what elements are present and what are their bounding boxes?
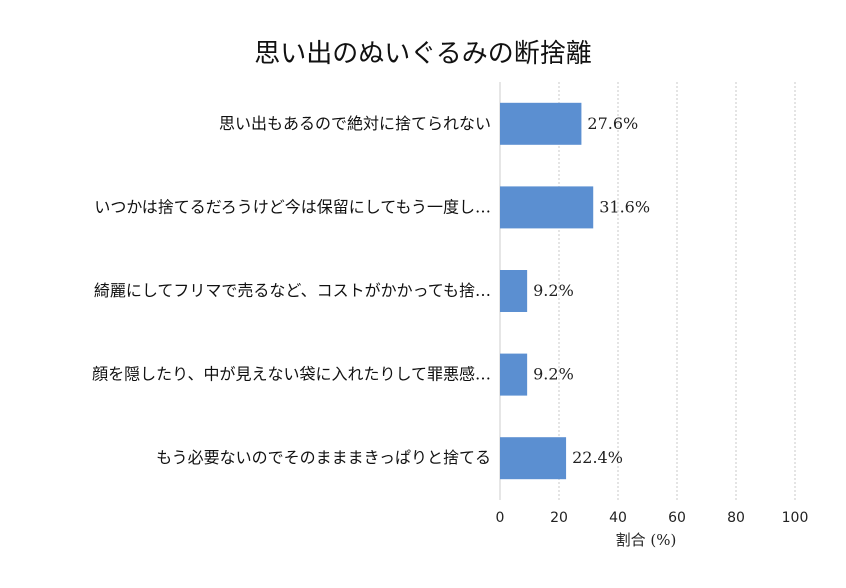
x-axis-ticks: 0 20 40 60 80 100 xyxy=(496,510,809,526)
value-label: 9.2% xyxy=(533,281,574,300)
category-label: 綺麗にしてフリマで売るなど、コストがかかっても捨… xyxy=(94,281,491,300)
bar xyxy=(500,102,582,145)
x-tick-label: 60 xyxy=(668,510,686,526)
x-tick-label: 40 xyxy=(609,510,627,526)
category-label: もう必要ないのでそのまままきっぱりと捨てる xyxy=(156,448,491,467)
x-axis-label: 割合 (%) xyxy=(616,531,677,549)
x-tick-label: 0 xyxy=(496,510,505,526)
x-tick-label: 80 xyxy=(727,510,745,526)
chart-title: 思い出のぬいぐるみの断捨離 xyxy=(254,39,591,69)
x-tick-label: 100 xyxy=(782,510,809,526)
x-tick-label: 20 xyxy=(550,510,568,526)
category-label: 顔を隠したり、中が見えない袋に入れたりして罪悪感… xyxy=(92,365,491,384)
bars xyxy=(500,102,594,480)
value-label: 27.6% xyxy=(587,114,638,133)
category-label: いつかは捨てるだろうけど今は保留にしてもう一度し… xyxy=(94,197,491,216)
category-label: 思い出もあるので絶対に捨てられない xyxy=(219,114,491,133)
value-label: 31.6% xyxy=(599,197,650,216)
category-labels: 思い出もあるので絶対に捨てられないいつかは捨てるだろうけど今は保留にしてもう一度… xyxy=(92,114,491,467)
bar xyxy=(500,186,594,229)
bar xyxy=(500,437,567,480)
bar xyxy=(500,270,528,312)
value-label: 9.2% xyxy=(533,365,574,384)
value-label: 22.4% xyxy=(572,448,623,467)
value-labels: 27.6% 31.6% 9.2% 9.2% 22.4% xyxy=(533,114,650,467)
bar xyxy=(500,353,528,396)
